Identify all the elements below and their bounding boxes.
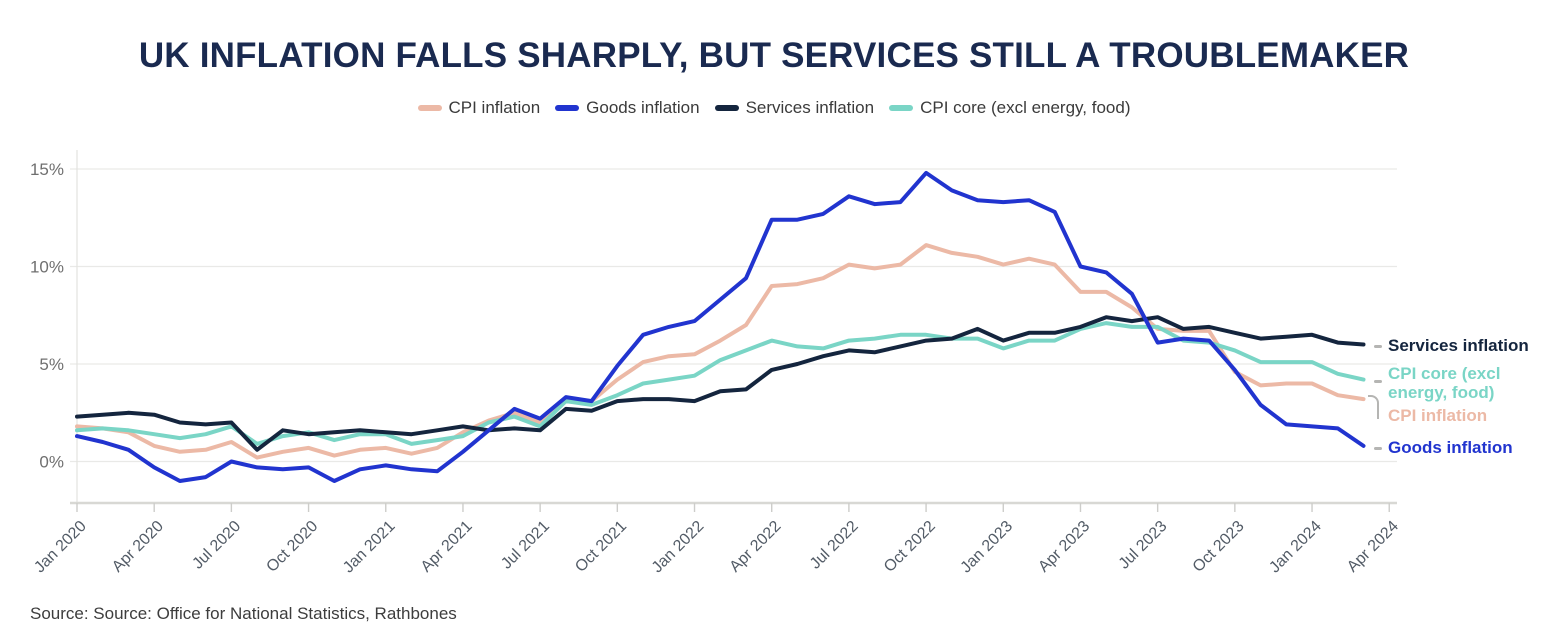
end-label-cpi: CPI inflation [1388, 406, 1488, 425]
end-label-connector-cpi [1368, 395, 1379, 419]
x-axis-label-Jan-2022: Jan 2022 [649, 518, 708, 577]
legend-label-services: Services inflation [745, 98, 875, 117]
end-label-connector-goods [1374, 447, 1382, 450]
x-axis-label-Apr-2023: Apr 2023 [1035, 518, 1093, 576]
x-axis-label-Jan-2023: Jan 2023 [958, 518, 1017, 577]
legend-label-cpi: CPI inflation [448, 98, 541, 117]
legend-label-core: CPI core (excl energy, food) [920, 98, 1131, 117]
end-label-connector-services [1374, 345, 1382, 348]
end-label-goods: Goods inflation [1388, 438, 1513, 457]
x-axis-label-Oct-2020: Oct 2020 [263, 518, 321, 576]
legend-label-goods: Goods inflation [586, 98, 700, 117]
end-label-core: CPI core (excl energy, food) [1388, 364, 1501, 402]
x-axis-label-Oct-2021: Oct 2021 [572, 518, 630, 576]
chart-legend: CPI inflation Goods inflation Services inf… [0, 98, 1548, 118]
end-label-services: Services inflation [1388, 336, 1529, 355]
legend-swatch-cpi [417, 104, 442, 112]
series-line-goods-inflation [75, 170, 1366, 483]
y-axis-label-0%: 0% [39, 453, 64, 472]
x-axis-label-Oct-2022: Oct 2022 [881, 518, 939, 576]
legend-item-cpi: CPI inflation [417, 98, 541, 118]
end-label-connector-core [1374, 380, 1382, 383]
legend-item-core: CPI core (excl energy, food) [889, 98, 1130, 118]
x-axis-label-Apr-2022: Apr 2022 [727, 518, 785, 576]
x-axis-label-Jul-2021: Jul 2021 [498, 518, 553, 573]
y-axis-label-15%: 15% [30, 160, 64, 179]
x-axis-label-Apr-2020: Apr 2020 [109, 518, 167, 576]
legend-item-goods: Goods inflation [555, 98, 700, 118]
x-axis-label-Apr-2024: Apr 2024 [1344, 518, 1402, 576]
series-line-services-inflation [75, 315, 1366, 452]
legend-swatch-goods [555, 104, 580, 112]
x-axis-label-Oct-2023: Oct 2023 [1190, 518, 1248, 576]
x-axis-label-Apr-2021: Apr 2021 [418, 518, 476, 576]
legend-swatch-core [889, 104, 914, 112]
series-line-cpi-inflation [75, 243, 1366, 460]
x-axis-label-Jul-2020: Jul 2020 [189, 518, 244, 573]
x-axis-label-Jul-2022: Jul 2022 [807, 518, 862, 573]
legend-item-services: Services inflation [714, 98, 875, 118]
legend-swatch-services [714, 104, 739, 112]
x-axis-label-Jul-2023: Jul 2023 [1116, 518, 1171, 573]
y-axis-label-5%: 5% [39, 355, 64, 374]
y-axis-label-10%: 10% [30, 258, 64, 277]
source-note: Source: Source: Office for National Stat… [30, 604, 457, 623]
x-axis-label-Jan-2021: Jan 2021 [340, 518, 399, 577]
chart-title: UK INFLATION FALLS SHARPLY, BUT SERVICES… [138, 36, 1410, 75]
x-axis-label-Jan-2020: Jan 2020 [31, 518, 90, 577]
x-axis-label-Jan-2024: Jan 2024 [1266, 518, 1325, 577]
